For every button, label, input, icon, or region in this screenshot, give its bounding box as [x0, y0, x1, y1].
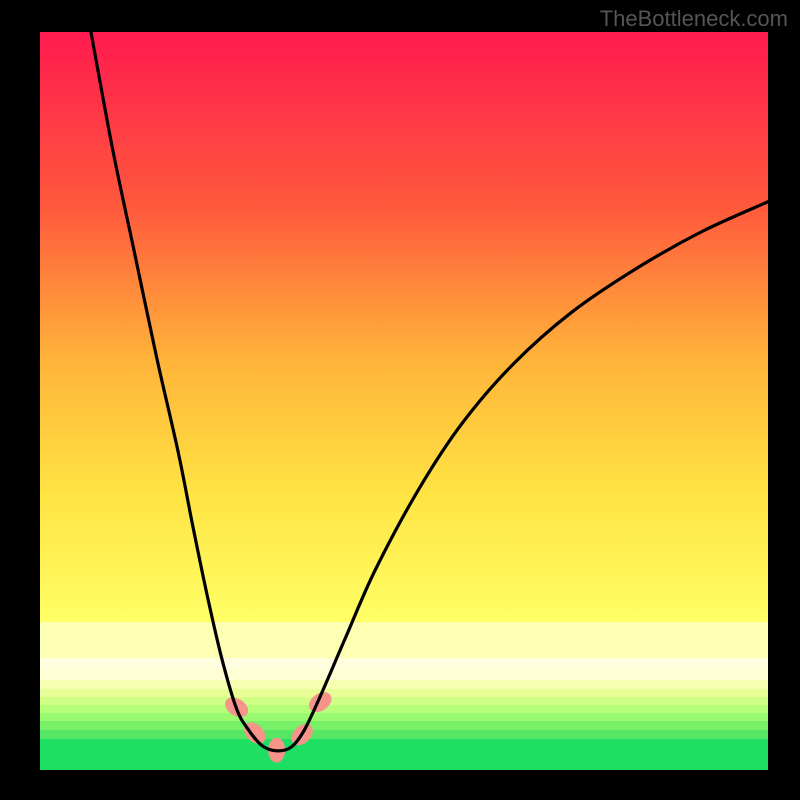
root: TheBottleneck.com: [0, 0, 800, 800]
bottleneck-curve: [91, 32, 768, 751]
chart-svg: [0, 0, 800, 800]
marker-blob-4: [305, 688, 335, 716]
